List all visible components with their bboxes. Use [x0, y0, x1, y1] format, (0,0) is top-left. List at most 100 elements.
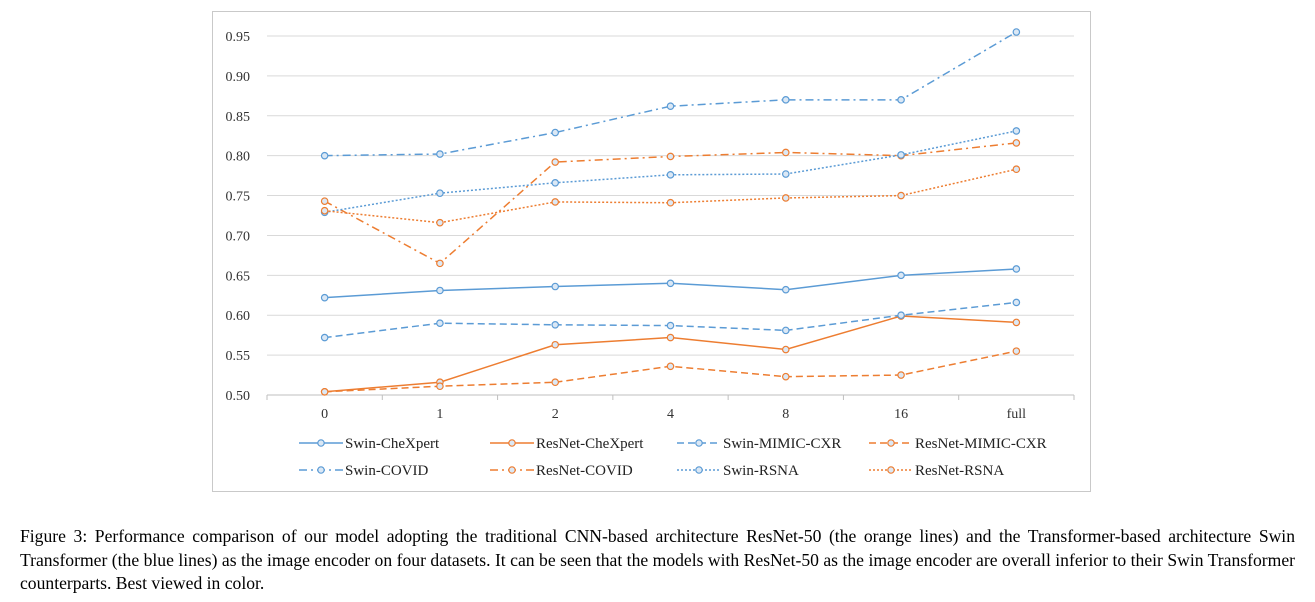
series-line [324, 301, 1017, 339]
legend-marker [695, 439, 703, 447]
figure-caption: Figure 3: Performance comparison of our … [20, 526, 1295, 593]
legend-label: Swin-MIMIC-CXR [723, 436, 841, 452]
legend-marker [887, 466, 895, 474]
y-tick-label: 0.90 [226, 70, 251, 85]
data-point [551, 198, 560, 206]
legend-item: ResNet-CheXpert [490, 436, 644, 452]
data-point [551, 128, 560, 137]
data-point [666, 102, 675, 111]
data-point [551, 340, 560, 349]
data-point [1012, 127, 1021, 135]
legend-label: Swin-COVID [345, 463, 429, 479]
data-point [781, 372, 790, 381]
y-tick-label: 0.70 [226, 229, 251, 244]
x-tick-label: 1 [436, 407, 443, 422]
data-point [897, 371, 905, 379]
y-tick-label: 0.80 [226, 150, 251, 165]
line-chart: 0.95 0.90 0.85 0.80 0.75 0.70 0.65 0.60 0.55 0.50… [226, 28, 1075, 479]
data-point [551, 282, 560, 291]
data-point [897, 151, 905, 159]
data-point [897, 96, 905, 104]
data-point [551, 320, 560, 329]
legend-item: ResNet-COVID [490, 463, 633, 479]
series-line [324, 350, 1017, 393]
data-point [897, 271, 905, 280]
legend-marker [508, 439, 516, 447]
data-point [666, 321, 675, 330]
legend-marker [887, 439, 895, 447]
data-point [897, 191, 905, 200]
series-swin-covid [320, 28, 1021, 160]
series-line [324, 31, 1017, 157]
y-tick-label: 0.65 [226, 269, 251, 284]
x-tick-label: 0 [321, 407, 328, 422]
data-point [1012, 139, 1021, 147]
x-tick-label: 4 [667, 407, 674, 422]
data-point [436, 319, 444, 328]
legend-label: Swin-RSNA [723, 463, 799, 479]
series-resnet-rsna [320, 165, 1021, 227]
data-point [1012, 28, 1021, 36]
y-tick-label: 0.60 [226, 309, 251, 324]
data-point [666, 198, 675, 207]
y-axis-ticks: 0.95 0.90 0.85 0.80 0.75 0.70 0.65 0.60 0.55 0.50 [226, 30, 251, 404]
data-point [1012, 165, 1021, 174]
data-point [1012, 347, 1021, 355]
data-point [781, 345, 790, 354]
y-tick-label: 0.75 [226, 190, 251, 205]
series-swin-chexpert [320, 265, 1021, 302]
data-point [897, 311, 905, 320]
data-point [436, 150, 444, 158]
legend-label: ResNet-MIMIC-CXR [915, 436, 1047, 452]
legend-marker [317, 466, 325, 474]
data-point [781, 285, 790, 294]
data-point [320, 293, 329, 302]
data-point [320, 197, 329, 205]
data-point [781, 326, 790, 335]
data-point [551, 158, 560, 166]
legend-marker [695, 466, 703, 474]
data-point [781, 170, 790, 178]
x-tick-label: 2 [552, 407, 559, 422]
gridlines [267, 35, 1074, 396]
data-point [781, 148, 790, 157]
series-group [320, 28, 1021, 396]
data-point [320, 151, 329, 160]
data-point [1012, 298, 1021, 307]
data-point [666, 171, 675, 179]
series-swin-mimic-cxr [320, 298, 1021, 342]
legend-item: Swin-CheXpert [299, 436, 440, 452]
data-point [551, 178, 560, 187]
data-point [436, 286, 444, 295]
data-point [436, 189, 444, 197]
legend-item: ResNet-RSNA [869, 463, 1004, 479]
data-point [320, 206, 329, 215]
data-point [436, 218, 444, 227]
data-point [666, 152, 675, 161]
y-tick-label: 0.85 [226, 110, 251, 125]
legend-label: ResNet-COVID [536, 463, 633, 479]
data-point [666, 362, 675, 371]
legend-marker [508, 466, 516, 474]
y-tick-label: 0.50 [226, 389, 251, 404]
data-point [666, 279, 675, 288]
data-point [666, 333, 675, 342]
x-tick-label: full [1007, 407, 1027, 422]
legend-item: Swin-RSNA [677, 463, 799, 479]
legend-label: ResNet-RSNA [915, 463, 1004, 479]
legend-item: Swin-MIMIC-CXR [677, 436, 841, 452]
y-tick-label: 0.95 [226, 30, 251, 45]
series-resnet-mimic-cxr [320, 347, 1021, 396]
legend-marker [317, 439, 325, 447]
x-tick-label: 8 [782, 407, 789, 422]
data-point [320, 333, 329, 342]
data-point [781, 194, 790, 202]
x-tick-label: 16 [894, 407, 908, 422]
data-point [551, 378, 560, 387]
legend-label: ResNet-CheXpert [536, 436, 644, 452]
data-point [1012, 318, 1021, 327]
legend-label: Swin-CheXpert [345, 436, 440, 452]
legend-item: Swin-COVID [299, 463, 429, 479]
data-point [436, 259, 444, 268]
legend: Swin-CheXpert ResNet-CheXpert Swin-MIMIC-C… [299, 436, 1047, 479]
